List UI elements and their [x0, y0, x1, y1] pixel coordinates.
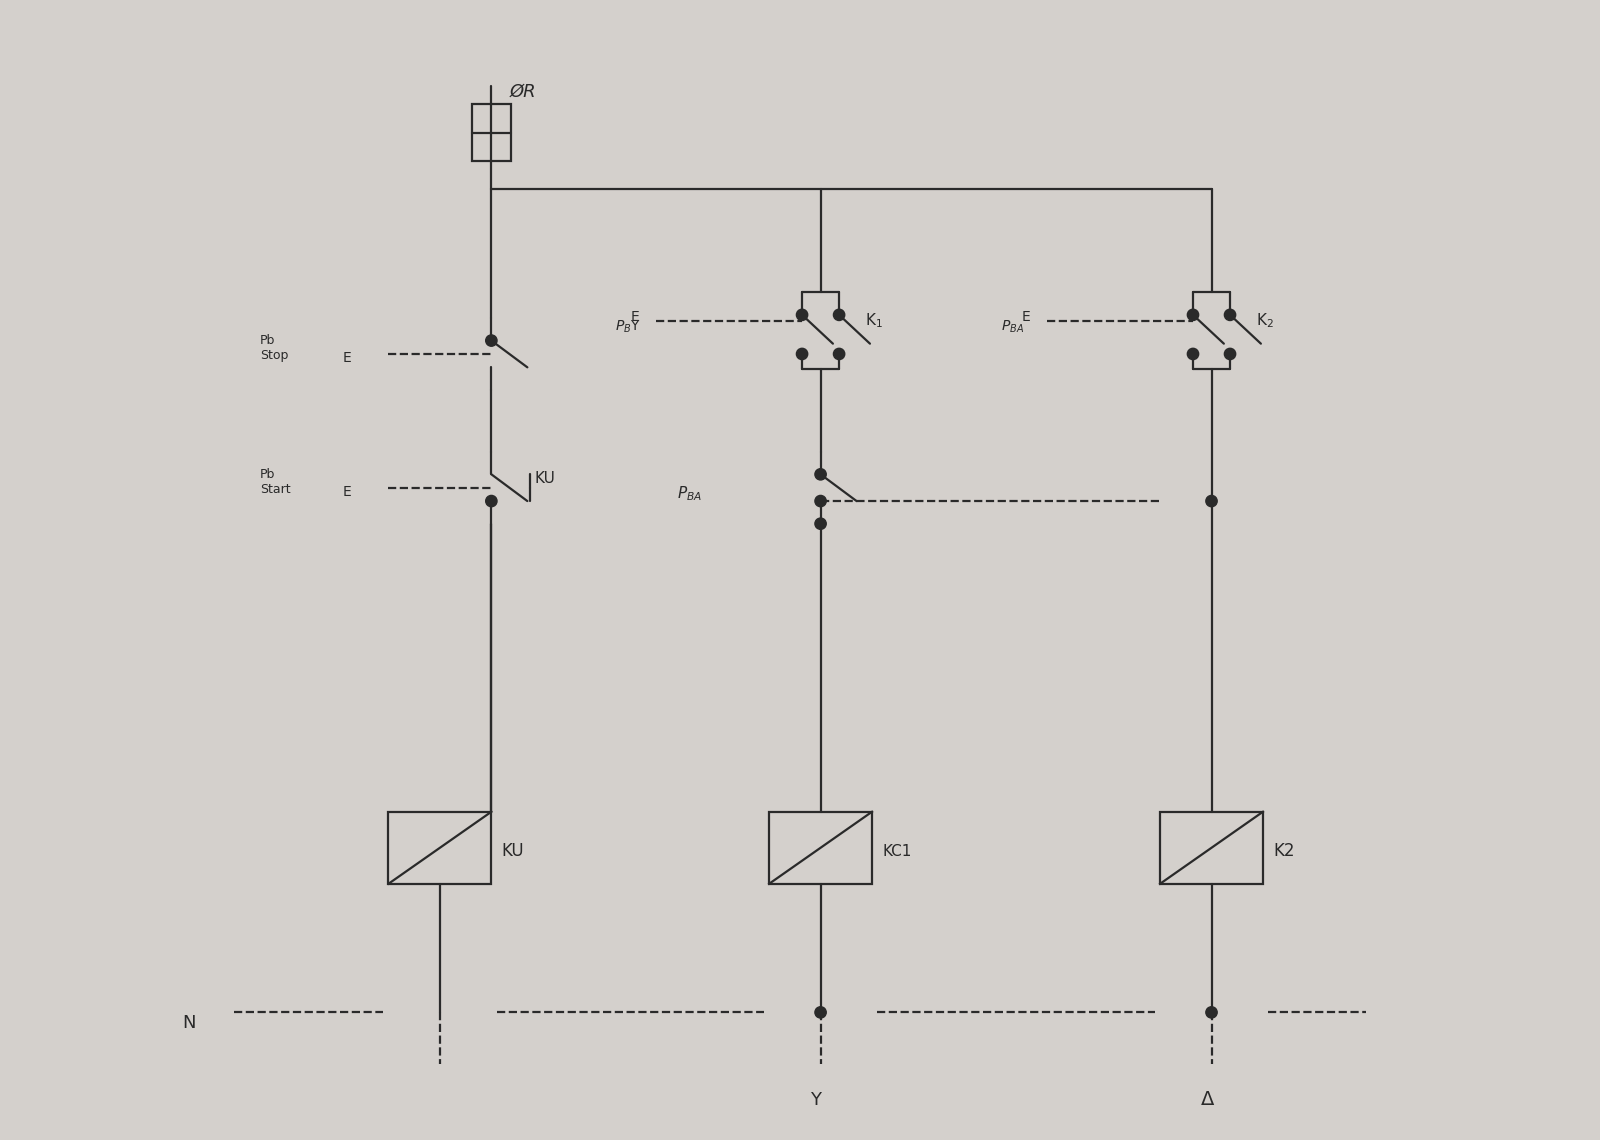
Text: E: E: [630, 310, 638, 324]
Circle shape: [814, 496, 826, 506]
Text: $P_B$Y: $P_B$Y: [614, 319, 640, 335]
Text: Δ: Δ: [1202, 1090, 1214, 1109]
Bar: [1160, 812, 1262, 884]
Text: KC1: KC1: [882, 844, 912, 860]
Text: KU: KU: [534, 471, 555, 486]
Circle shape: [1224, 349, 1235, 359]
Text: Pb
Start: Pb Start: [259, 467, 291, 496]
Circle shape: [834, 309, 845, 320]
Circle shape: [814, 469, 826, 480]
Text: E: E: [342, 484, 350, 499]
Text: Pb
Stop: Pb Stop: [259, 334, 288, 363]
Text: K2: K2: [1274, 842, 1294, 860]
Text: K$_2$: K$_2$: [1256, 311, 1274, 331]
Circle shape: [1206, 496, 1218, 506]
Bar: [770, 812, 872, 884]
Circle shape: [1224, 309, 1235, 320]
Text: Y: Y: [810, 1091, 821, 1109]
Text: $P_{BA}$: $P_{BA}$: [1000, 319, 1024, 335]
Text: KU: KU: [502, 842, 525, 860]
Circle shape: [486, 335, 498, 347]
Circle shape: [486, 496, 498, 506]
Circle shape: [814, 518, 826, 529]
Circle shape: [1187, 309, 1198, 320]
Bar: [472, 105, 510, 161]
Text: $P_{BA}$: $P_{BA}$: [677, 484, 701, 503]
Circle shape: [797, 309, 808, 320]
Circle shape: [834, 349, 845, 359]
Text: ØR: ØR: [510, 82, 536, 100]
Circle shape: [814, 1007, 826, 1018]
Circle shape: [797, 349, 808, 359]
Circle shape: [1187, 349, 1198, 359]
Circle shape: [1206, 1007, 1218, 1018]
Bar: [389, 812, 491, 884]
Text: K$_1$: K$_1$: [866, 311, 883, 331]
Text: E: E: [342, 351, 350, 365]
Text: N: N: [182, 1013, 197, 1032]
Text: E: E: [1021, 310, 1030, 324]
